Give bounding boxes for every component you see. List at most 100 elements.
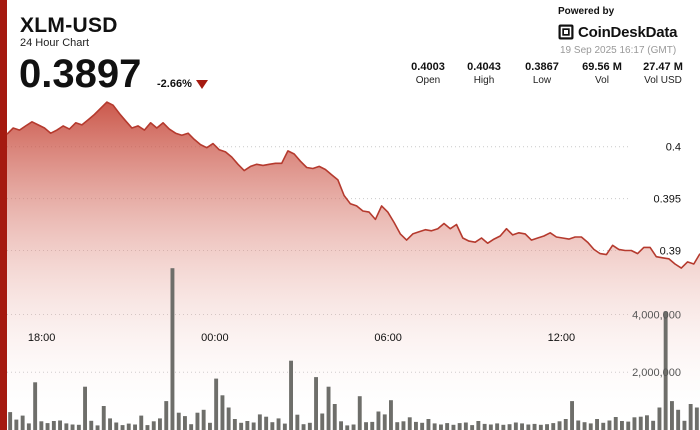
volume-bar bbox=[445, 423, 450, 430]
price-point bbox=[387, 212, 388, 213]
volume-bar bbox=[120, 425, 125, 430]
price-point bbox=[125, 120, 126, 121]
volume-bar bbox=[545, 424, 549, 430]
price-point bbox=[150, 122, 151, 123]
volume-bar bbox=[651, 420, 656, 430]
volume-bar bbox=[601, 422, 606, 430]
volume-bar bbox=[14, 419, 19, 430]
price-point bbox=[44, 127, 45, 128]
volume-bar bbox=[432, 423, 437, 430]
price-change: -2.66% bbox=[157, 78, 192, 90]
price-point bbox=[262, 165, 263, 166]
price-point bbox=[63, 125, 64, 126]
volume-bar bbox=[407, 417, 412, 430]
volume-bar bbox=[395, 422, 400, 430]
stat-low-label: Low bbox=[532, 75, 552, 86]
volume-bar bbox=[133, 424, 137, 430]
volume-bar bbox=[613, 417, 618, 430]
price-point bbox=[556, 236, 557, 237]
price-point bbox=[75, 122, 76, 123]
price-point bbox=[394, 222, 395, 223]
price-point bbox=[212, 143, 213, 144]
accent-bar bbox=[0, 0, 7, 430]
stat-volume-label: Vol bbox=[595, 75, 609, 86]
volume-bar bbox=[663, 311, 668, 430]
down-arrow-icon bbox=[196, 80, 208, 89]
price-point bbox=[231, 157, 232, 158]
x-tick-label: 12:00 bbox=[548, 332, 576, 344]
volume-bar bbox=[270, 422, 275, 430]
volume-bar bbox=[682, 420, 687, 430]
price-point bbox=[643, 247, 644, 248]
volume-bar bbox=[513, 422, 518, 430]
price-point bbox=[431, 230, 432, 231]
price-point bbox=[181, 135, 182, 136]
volume-bar bbox=[439, 424, 443, 430]
price-point bbox=[6, 134, 7, 135]
volume-bar bbox=[33, 382, 38, 430]
price-point bbox=[244, 170, 245, 171]
stat-open-value: 0.4003 bbox=[411, 61, 445, 73]
volume-bar bbox=[463, 422, 468, 430]
chart-period-label: 24 Hour Chart bbox=[20, 37, 90, 49]
price-point bbox=[19, 130, 20, 131]
volume-bar bbox=[376, 411, 381, 430]
volume-bar bbox=[688, 404, 693, 430]
price-point bbox=[144, 130, 145, 131]
volume-bar bbox=[164, 401, 169, 430]
price-point bbox=[531, 240, 532, 241]
volume-bar bbox=[45, 423, 50, 430]
volume-bar bbox=[345, 425, 350, 430]
volume-bar bbox=[326, 386, 331, 430]
price-point bbox=[437, 228, 438, 229]
current-price: 0.3897 bbox=[19, 52, 142, 96]
price-point bbox=[169, 129, 170, 130]
volume-bar bbox=[183, 416, 187, 430]
stat-volume-value: 69.56 M bbox=[582, 61, 622, 73]
volume-bar bbox=[351, 424, 356, 430]
price-point bbox=[194, 139, 195, 140]
volume-bar bbox=[176, 412, 181, 430]
volume-bar bbox=[307, 422, 312, 430]
price-point bbox=[606, 254, 607, 255]
price-point bbox=[331, 174, 332, 175]
price-point bbox=[319, 166, 320, 167]
volume-bar bbox=[339, 421, 343, 430]
price-point bbox=[637, 253, 638, 254]
price-point bbox=[425, 229, 426, 230]
price-point bbox=[650, 247, 651, 248]
volume-bar bbox=[245, 421, 250, 430]
stat-volume-usd-label: Vol USD bbox=[644, 75, 682, 86]
volume-bar bbox=[694, 407, 699, 430]
price-point bbox=[450, 228, 451, 229]
price-point bbox=[100, 108, 101, 109]
stat-open-label: Open bbox=[415, 75, 441, 86]
volume-bar bbox=[638, 416, 643, 430]
price-point bbox=[275, 163, 276, 164]
volume-bar bbox=[595, 419, 599, 430]
price-point bbox=[356, 205, 357, 206]
volume-bar bbox=[488, 424, 493, 430]
price-point bbox=[306, 167, 307, 168]
volume-bar bbox=[201, 409, 206, 430]
price-point bbox=[500, 235, 501, 236]
price-point bbox=[281, 163, 282, 164]
volume-bar bbox=[76, 424, 81, 430]
price-point bbox=[668, 258, 669, 259]
volume-bar bbox=[251, 422, 256, 430]
volume-bar bbox=[64, 423, 69, 430]
price-point bbox=[587, 242, 588, 243]
volume-bar bbox=[482, 423, 487, 430]
price-point bbox=[362, 210, 363, 211]
price-point bbox=[119, 113, 120, 114]
volume-bar bbox=[95, 425, 100, 430]
volume-bar bbox=[645, 415, 649, 430]
brand-logo[interactable]: CoinDeskData bbox=[558, 22, 677, 42]
volume-bar bbox=[551, 423, 556, 430]
volume-bar bbox=[239, 422, 244, 430]
volume-bar bbox=[588, 423, 593, 430]
volume-bar bbox=[189, 424, 194, 430]
volume-bar bbox=[370, 421, 375, 430]
price-point bbox=[138, 125, 139, 126]
volume-bar bbox=[220, 395, 225, 430]
